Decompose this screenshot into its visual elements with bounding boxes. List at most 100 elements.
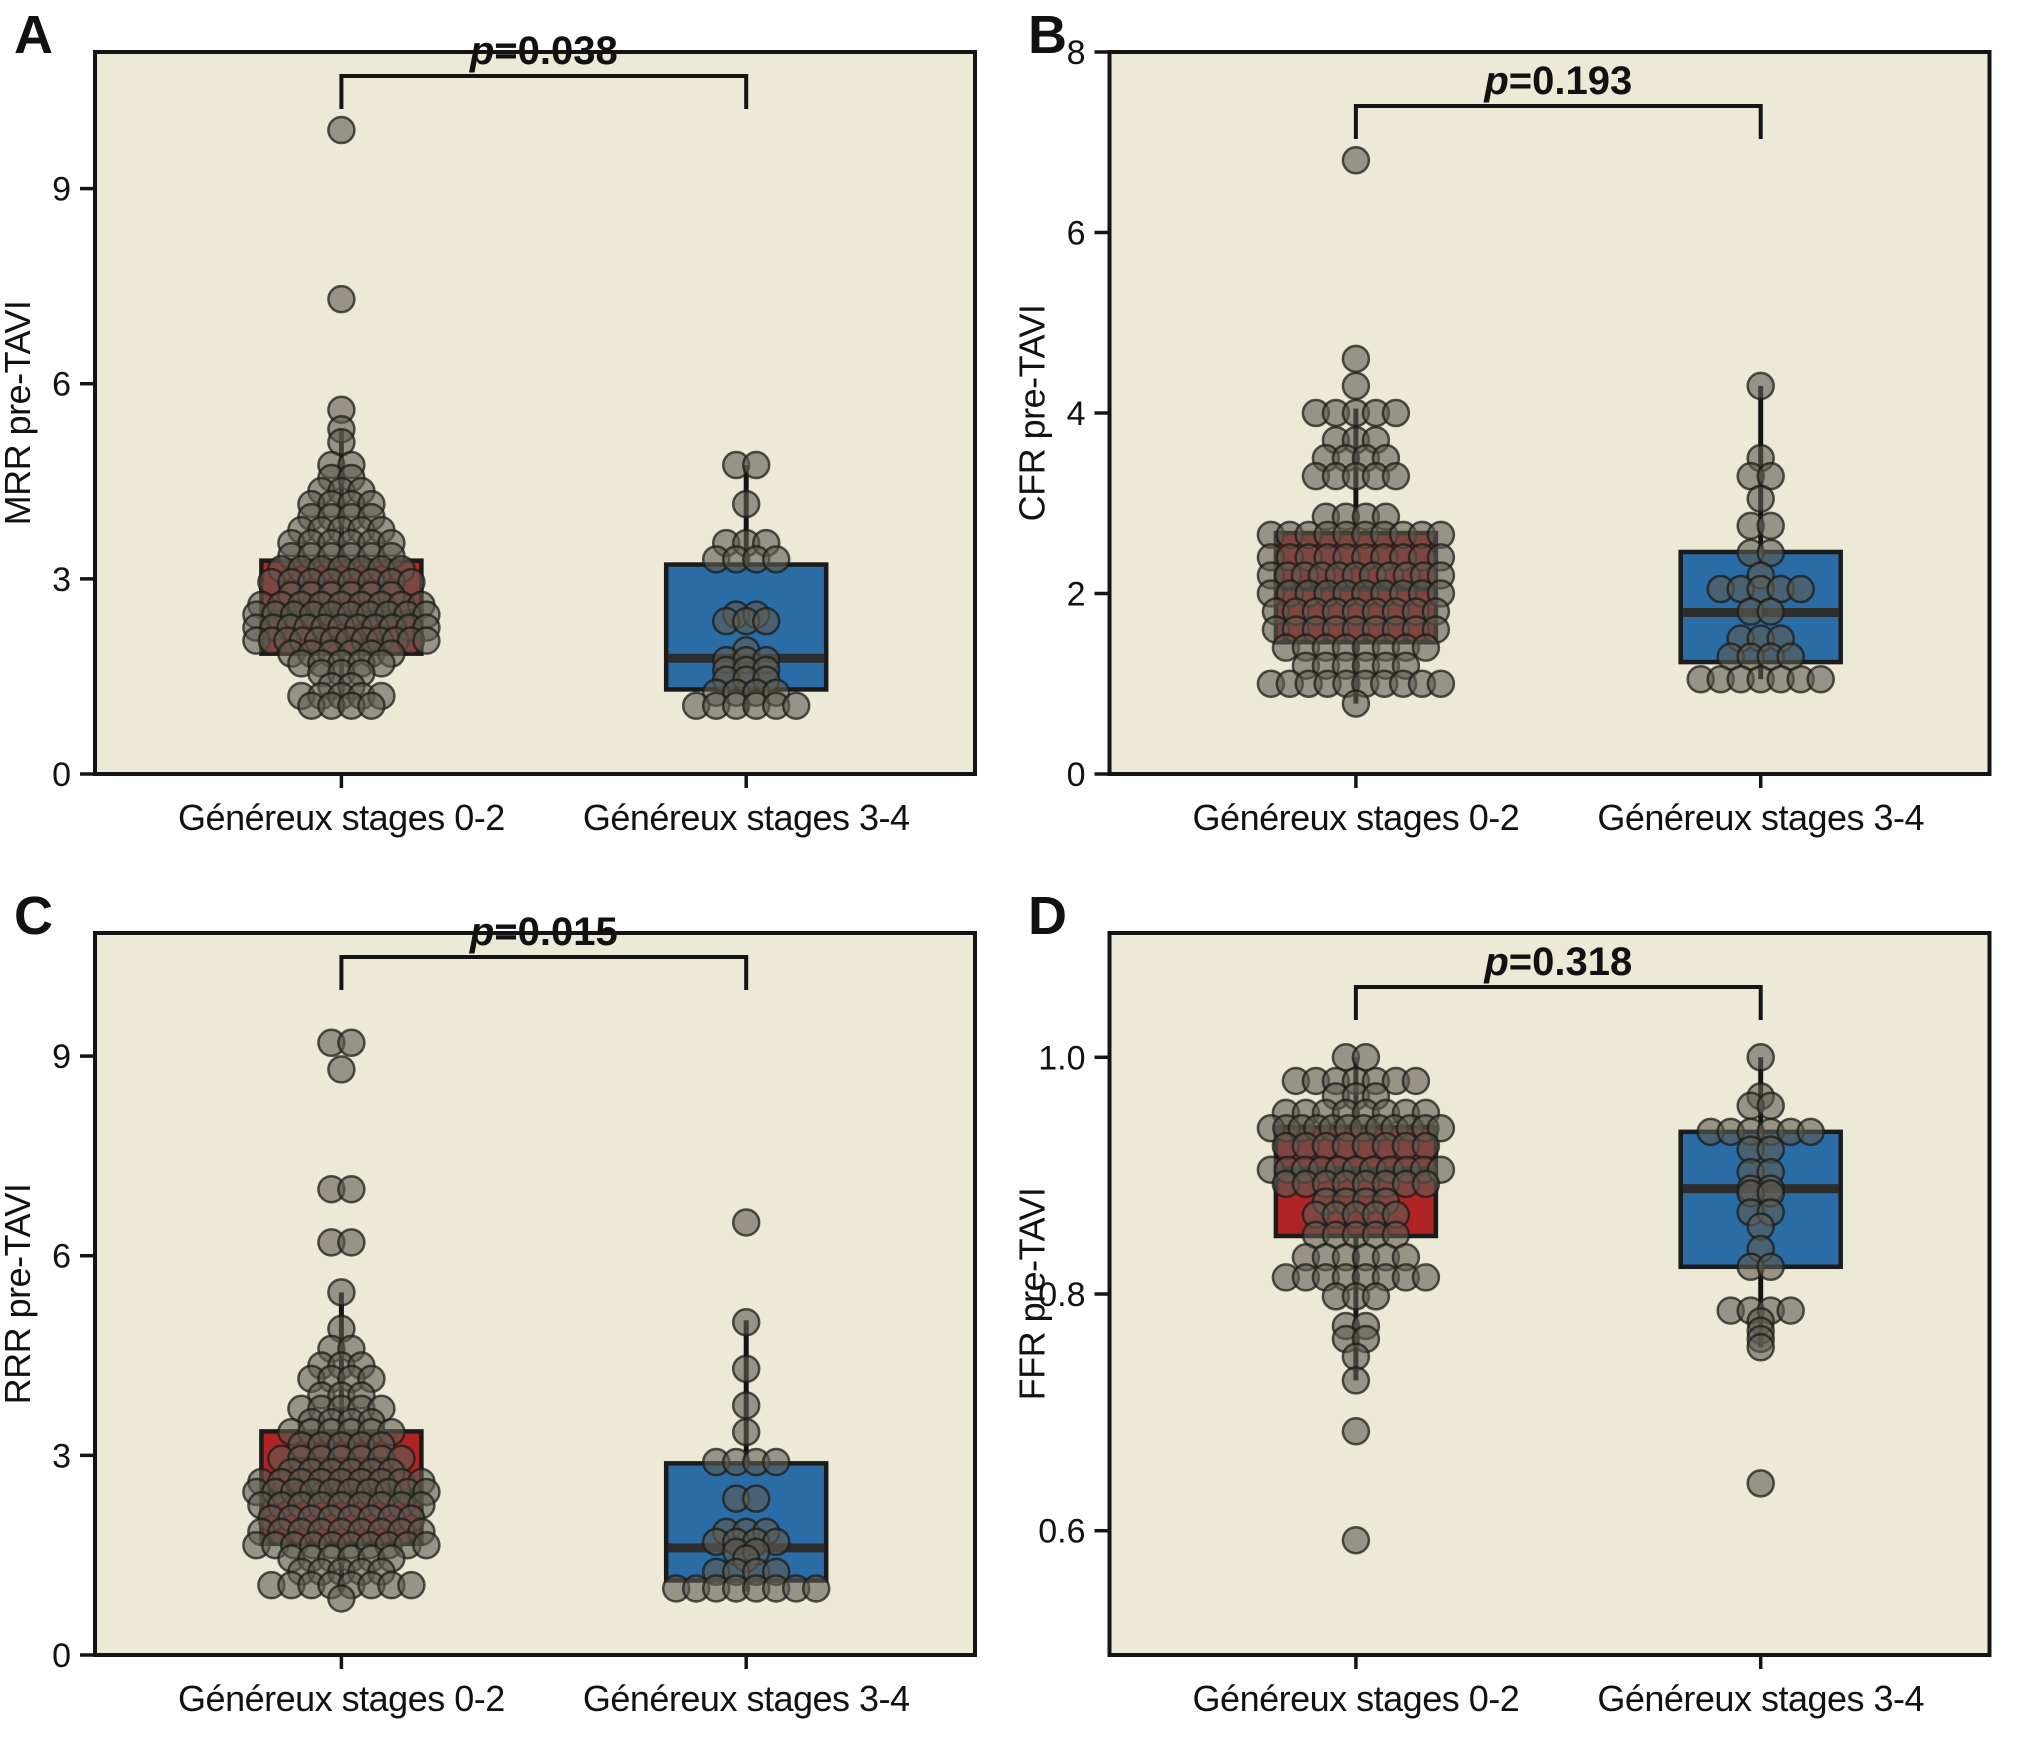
data-point	[1776, 1296, 1805, 1325]
x-tick-label-stages-3-4: Généreux stages 3-4	[583, 797, 910, 838]
data-point	[1746, 1333, 1775, 1362]
y-tick-label: 9	[52, 1038, 71, 1076]
data-point	[1401, 1066, 1431, 1096]
data-point	[761, 545, 791, 574]
beeswarm-stages-0-2	[242, 115, 441, 720]
data-point	[1341, 1342, 1371, 1371]
beeswarm-stages-3-4	[661, 1208, 831, 1603]
plot-area	[93, 50, 977, 776]
y-axis-label: FFR pre-TAVI	[1014, 1188, 1053, 1401]
panel-D: D 0.6 0.8 1.0 FFR pre-TAVI p=0.318 Généreux s…	[1014, 881, 2029, 1762]
panel-B-svg: 0 2 4 6 8 CFR pre-TAVI p=0.193 Généreux stages …	[1014, 34, 1992, 838]
data-point	[1411, 633, 1441, 662]
beeswarm-stages-0-2	[242, 1028, 441, 1613]
data-point	[1341, 689, 1371, 718]
significance-bracket	[1353, 985, 1763, 1020]
data-point	[731, 489, 761, 519]
data-point	[412, 626, 441, 655]
data-point	[397, 1570, 426, 1600]
data-point	[1746, 484, 1775, 513]
data-point	[751, 606, 781, 636]
data-point	[1786, 574, 1815, 604]
data-point	[1351, 1043, 1381, 1072]
data-point	[337, 1028, 366, 1058]
beeswarm-stages-3-4	[681, 450, 811, 720]
data-point	[1381, 461, 1411, 491]
y-tick-label: 3	[52, 561, 71, 599]
data-point	[357, 691, 386, 720]
data-point	[327, 1584, 356, 1613]
data-point	[327, 1055, 356, 1084]
data-point	[1411, 1263, 1441, 1292]
y-tick-label: 1.0	[1038, 1039, 1085, 1077]
data-point	[1746, 1043, 1775, 1072]
data-point	[1746, 1469, 1775, 1498]
significance-bracket	[339, 74, 749, 109]
data-point	[731, 1208, 761, 1237]
panel-A-svg: 0 3 6 9 MRR pre-TAVI p=0.038 Généreux stages 0…	[0, 29, 977, 838]
data-point	[1746, 371, 1775, 401]
y-tick-label: 8	[1067, 34, 1086, 72]
data-point	[1411, 1131, 1441, 1161]
panel-letter-A: A	[14, 5, 53, 65]
plot-area	[1107, 931, 1992, 1657]
panel-C-svg: 0 3 6 9 RRR pre-TAVI p=0.015 Généreux stages 0…	[0, 910, 977, 1719]
panel-A: A 0 3 6 9 MRR pre-TAVI p=0.038 Généreux stages…	[0, 0, 1014, 881]
p-value-label: p=0.038	[469, 29, 618, 73]
data-point	[1756, 1091, 1785, 1121]
panel-letter-B: B	[1028, 5, 1067, 65]
data-point	[327, 284, 356, 314]
data-point	[412, 1530, 441, 1560]
x-tick-label-stages-0-2: Généreux stages 0-2	[1193, 797, 1520, 838]
y-tick-label: 0	[52, 1637, 71, 1675]
x-tick-label-stages-3-4: Généreux stages 3-4	[1597, 1678, 1924, 1719]
y-tick-label: 0	[52, 756, 71, 794]
x-tick-label-stages-0-2: Généreux stages 0-2	[178, 797, 505, 838]
data-point	[1381, 398, 1411, 428]
data-point	[1756, 511, 1785, 541]
data-point	[1756, 1252, 1785, 1282]
y-tick-label: 3	[52, 1437, 71, 1475]
plot-area	[1107, 50, 1992, 776]
beeswarm-stages-0-2	[1256, 1043, 1456, 1555]
data-point	[1361, 1282, 1391, 1311]
x-tick-label-stages-3-4: Généreux stages 3-4	[1597, 797, 1924, 838]
data-point	[1341, 146, 1371, 175]
data-point	[1341, 371, 1371, 401]
panel-C: C 0 3 6 9 RRR pre-TAVI p=0.015 Généreux stages…	[0, 881, 1014, 1762]
data-point	[731, 1417, 761, 1447]
y-tick-label: 0	[1067, 756, 1086, 794]
data-point	[741, 1484, 771, 1513]
y-axis-label: RRR pre-TAVI	[0, 1184, 38, 1405]
panel-letter-C: C	[14, 886, 53, 946]
panel-letter-D: D	[1028, 886, 1067, 946]
significance-bracket	[1353, 104, 1763, 139]
y-tick-label: 6	[1067, 215, 1086, 253]
y-tick-label: 9	[52, 171, 71, 209]
data-point	[327, 115, 356, 145]
data-point	[337, 1228, 366, 1257]
data-point	[731, 1391, 761, 1420]
x-tick-label-stages-0-2: Généreux stages 0-2	[178, 1678, 505, 1719]
data-point	[1341, 344, 1371, 374]
beeswarm-stages-3-4	[1696, 1043, 1825, 1498]
data-point	[731, 1354, 761, 1384]
panel-B: B 0 2 4 6 8 CFR pre-TAVI p=0.193 Généreux stage…	[1014, 0, 2029, 881]
y-tick-label: 4	[1067, 395, 1086, 433]
data-point	[1806, 664, 1835, 694]
y-axis-label: MRR pre-TAVI	[0, 301, 38, 526]
y-tick-label: 0.6	[1038, 1513, 1085, 1551]
data-point	[1796, 1117, 1825, 1147]
x-tick-label-stages-0-2: Généreux stages 0-2	[1193, 1678, 1520, 1719]
data-point	[1411, 1169, 1441, 1199]
data-point	[1341, 1525, 1371, 1555]
data-point	[801, 1574, 831, 1603]
data-point	[337, 1174, 366, 1204]
x-tick-label-stages-3-4: Généreux stages 3-4	[583, 1678, 910, 1719]
y-tick-label: 0.8	[1038, 1276, 1085, 1314]
data-point	[741, 450, 771, 480]
data-point	[1341, 1417, 1371, 1446]
beeswarm-stages-3-4	[1686, 371, 1835, 694]
data-point	[1756, 597, 1785, 626]
beeswarm-stages-0-2	[1256, 146, 1456, 718]
